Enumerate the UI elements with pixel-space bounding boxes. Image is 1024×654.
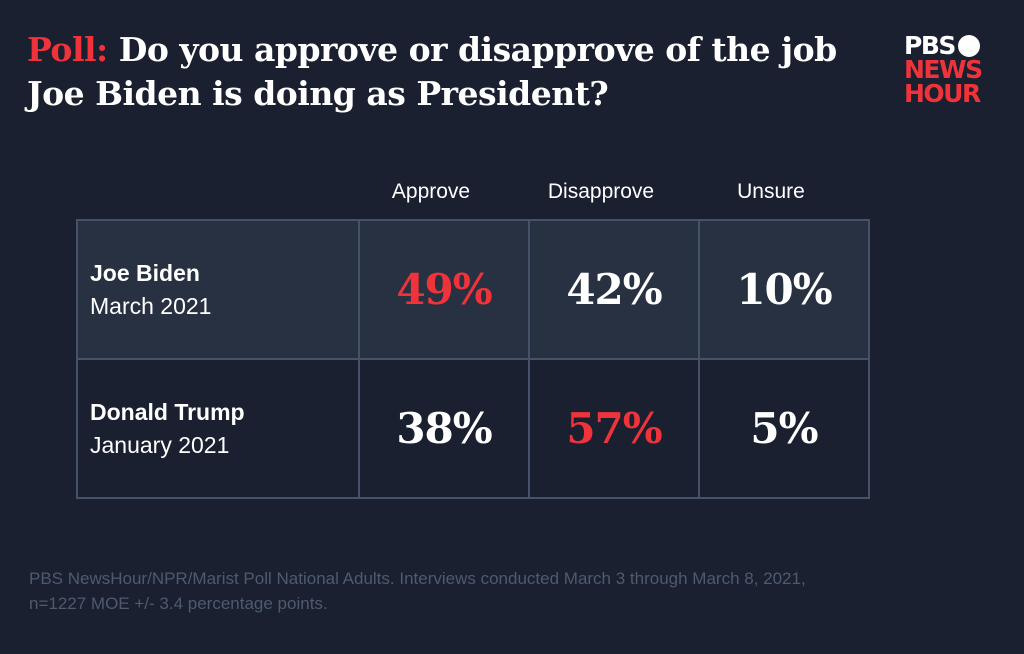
poll-table: Joe Biden March 2021 49% 42% 10% Donald T… (76, 219, 870, 499)
logo-line1: PBS (904, 31, 956, 60)
logo-line3: HOUR (904, 79, 981, 108)
chart-title: Poll: Do you approve or disapprove of th… (27, 28, 847, 116)
title-text: Do you approve or disapprove of the job … (27, 30, 837, 113)
cell-unsure: 5% (698, 358, 870, 499)
table-row: Donald Trump January 2021 38% 57% 5% (76, 358, 870, 499)
row-date: January 2021 (90, 431, 230, 458)
row-date: March 2021 (90, 292, 212, 319)
row-name: Donald Trump (90, 398, 245, 425)
cell-approve: 38% (358, 358, 530, 499)
title-lead: Poll: (27, 30, 108, 69)
cell-disapprove: 42% (528, 219, 700, 360)
row-name: Joe Biden (90, 259, 200, 286)
table-row: Joe Biden March 2021 49% 42% 10% (76, 219, 870, 360)
column-header-approve: Approve (391, 180, 471, 203)
column-header-disapprove: Disapprove (547, 180, 655, 203)
column-header-unsure: Unsure (737, 180, 805, 203)
cell-disapprove: 57% (528, 358, 700, 499)
logo-line2: NEWS (904, 55, 983, 84)
cell-approve: 49% (358, 219, 530, 360)
row-label: Joe Biden March 2021 (76, 219, 360, 360)
row-label: Donald Trump January 2021 (76, 358, 360, 499)
pbs-newshour-logo: PBS NEWS HOUR (904, 31, 983, 108)
cell-unsure: 10% (698, 219, 870, 360)
footnote: PBS NewsHour/NPR/Marist Poll National Ad… (29, 569, 806, 613)
pbs-head-icon (957, 35, 980, 57)
